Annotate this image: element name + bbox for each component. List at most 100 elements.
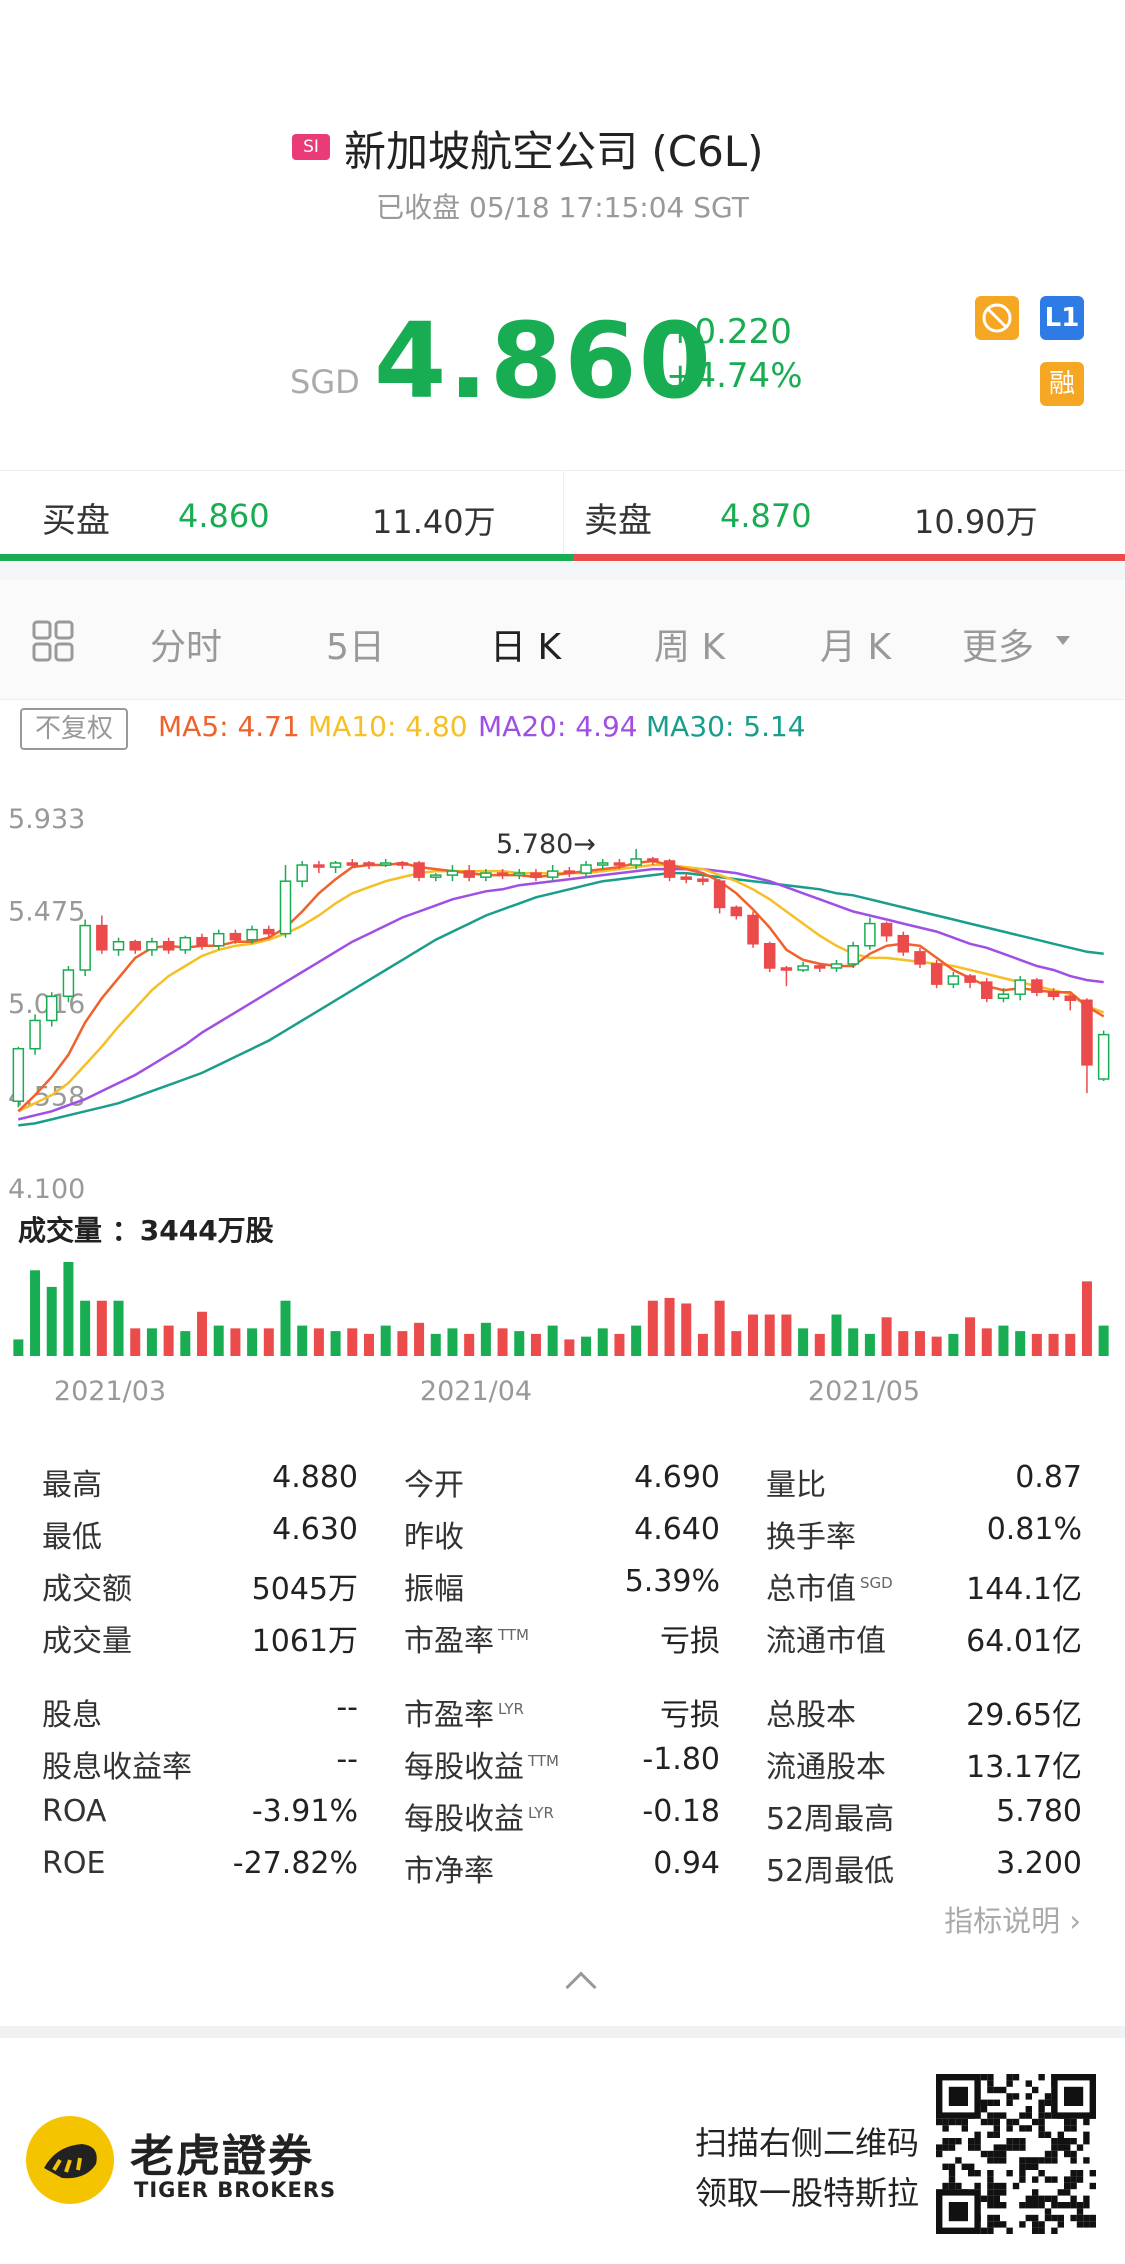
stat-value: 5.39% (624, 1564, 720, 1599)
volume-bar (514, 1331, 525, 1356)
candle-body (1081, 999, 1093, 1066)
stat-value: 0.87 (1015, 1460, 1082, 1495)
stat-value: 亏损 (660, 1624, 720, 1659)
candle-body (530, 872, 542, 878)
qr-code[interactable] (936, 2074, 1096, 2234)
volume-bar (480, 1322, 491, 1356)
volume-bar (848, 1328, 859, 1356)
x-tick-label: 2021/05 (808, 1376, 920, 1407)
stat-value: 13.17亿 (966, 1750, 1082, 1785)
volume-bar (981, 1328, 992, 1356)
candle-body (62, 969, 75, 997)
bid-label: 买盘 (42, 501, 110, 541)
stock-title: 新加坡航空公司 (C6L) (344, 127, 764, 176)
volume-bar (748, 1314, 759, 1356)
candle-body (196, 936, 208, 947)
stat-label: 股息 (42, 1698, 102, 1733)
volume-bar (898, 1331, 909, 1356)
stat-value: 4.630 (272, 1512, 358, 1547)
stat-value: -3.91% (251, 1794, 358, 1829)
volume-bar (864, 1333, 875, 1356)
candle-body (596, 862, 609, 866)
candle-body (797, 965, 809, 971)
stat-label: 换手率 (766, 1520, 856, 1555)
stat-label: 每股收益 LYR (404, 1802, 554, 1837)
volume-bar (163, 1325, 174, 1356)
tab-intraday[interactable]: 分时 (150, 627, 223, 668)
volume-bar (397, 1331, 408, 1356)
volume-bar (213, 1325, 224, 1356)
candle-body (29, 1019, 41, 1050)
stat-label: 成交量 (42, 1624, 132, 1659)
indicator-help-link[interactable]: 指标说明 › (944, 1904, 1081, 1938)
bid-price: 4.860 (178, 497, 270, 535)
stats-panel: 最高 4.880 最低 4.630 成交额 5045万 成交量 1061万 股息 -- 股息收益率 -… (0, 1440, 1125, 1940)
volume-bar (1098, 1325, 1109, 1356)
volume-bar (530, 1333, 541, 1356)
candle-body (580, 864, 592, 874)
x-tick-label: 2021/03 (54, 1376, 166, 1407)
volume-bar (297, 1325, 308, 1356)
candle-body (563, 870, 576, 874)
candle-body (997, 993, 1010, 1000)
brand-name-en: TIGER BROKERS (134, 2178, 337, 2202)
candle-body (897, 934, 910, 953)
market-status: 已收盘 05/18 17:15:04 SGT (376, 191, 749, 224)
stat-value: 0.94 (653, 1846, 720, 1881)
promo-line-1: 扫描右侧二维码 (694, 2124, 919, 2162)
tab-daily-k[interactable]: 日 K (490, 627, 562, 668)
candle-body (79, 924, 91, 971)
tab-5day[interactable]: 5日 (326, 627, 385, 668)
volume-bar (313, 1328, 324, 1356)
volume-bar (597, 1328, 608, 1356)
level1-icon[interactable]: L1 (1040, 296, 1084, 340)
candle-body (964, 975, 976, 983)
tab-monthly-k[interactable]: 月 K (820, 627, 892, 668)
candle-body (346, 862, 359, 866)
candle-body (763, 943, 776, 969)
tab-more[interactable]: 更多 (962, 627, 1035, 668)
price-change: +0.220 (666, 312, 792, 352)
candle-body (780, 967, 793, 971)
no-short-icon[interactable] (975, 296, 1019, 340)
tab-weekly-k[interactable]: 周 K (654, 627, 726, 668)
candle-body (864, 922, 876, 947)
stat-label: 股息收益率 (42, 1750, 192, 1785)
currency-label: SGD (290, 363, 360, 401)
volume-bar (764, 1314, 775, 1356)
candle-body (914, 951, 926, 965)
promo-line-2: 领取一股特斯拉 (694, 2174, 919, 2212)
candle-body (880, 922, 893, 937)
volume-bar (965, 1317, 976, 1356)
ma10-value: MA10: 4.80 (308, 710, 468, 743)
stat-label: 量比 (766, 1468, 826, 1503)
stat-label: 成交额 (42, 1572, 132, 1607)
candle-body (663, 860, 676, 878)
price-change-pct: +4.74% (666, 356, 803, 396)
candle-body (263, 928, 275, 935)
volume-bar (363, 1333, 374, 1356)
stat-label: 总股本 (766, 1698, 856, 1733)
volume-bar (998, 1325, 1009, 1356)
candle-body (246, 928, 258, 941)
candle-body (229, 932, 242, 941)
stat-label: 总市值 SGD (766, 1572, 893, 1607)
margin-icon[interactable]: 融 (1040, 362, 1084, 406)
candle-body (513, 872, 526, 876)
ask-price: 4.870 (720, 497, 812, 535)
stat-value: 5.780 (996, 1794, 1082, 1829)
tiger-logo (26, 2116, 114, 2204)
stat-label: 流通股本 (766, 1750, 886, 1785)
volume-bar (46, 1286, 57, 1356)
candle-body (814, 965, 826, 969)
volume-bar (914, 1331, 925, 1356)
grid-icon[interactable] (32, 620, 74, 666)
candle-body (112, 940, 125, 951)
adjust-toggle[interactable]: 不复权 (20, 708, 128, 750)
last-price: 4.860 (374, 300, 713, 422)
candle-body (1047, 991, 1060, 997)
ma-legend: 不复权 MA5: 4.71 MA10: 4.80 MA20: 4.94 MA30… (0, 700, 1125, 760)
collapse-icon[interactable] (565, 1971, 597, 2003)
candle-body (847, 945, 859, 965)
